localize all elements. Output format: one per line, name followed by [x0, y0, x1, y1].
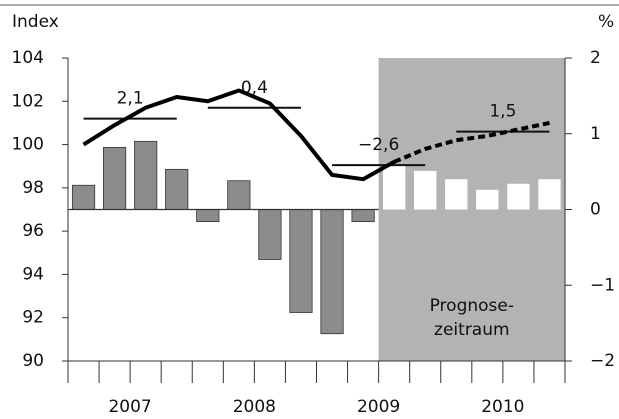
- bar: [71, 184, 96, 210]
- y2-tick-label: −2: [590, 351, 615, 371]
- annual-label: 2,1: [117, 89, 144, 109]
- annual-label: −2,6: [358, 135, 399, 155]
- y-tick-label: 102: [12, 91, 44, 111]
- bar: [289, 209, 313, 313]
- bar: [320, 209, 344, 335]
- x-group-label: 2008: [233, 397, 276, 417]
- bar: [134, 140, 158, 210]
- y2-tick-label: −1: [590, 275, 615, 295]
- line-series: [393, 120, 550, 164]
- y-tick-label: 94: [22, 264, 44, 284]
- x-group-label: 2009: [357, 397, 400, 417]
- bar: [538, 179, 561, 210]
- x-group-label: 2010: [481, 397, 524, 417]
- bar: [445, 179, 468, 210]
- bar: [165, 168, 189, 210]
- bar: [414, 170, 437, 210]
- bar: [476, 189, 499, 210]
- y-tick-label: 104: [12, 48, 44, 68]
- bar: [382, 165, 406, 210]
- y-tick-label: 90: [22, 351, 44, 371]
- bar: [103, 146, 127, 210]
- forecast-shade: [378, 58, 565, 361]
- bar: [351, 209, 375, 223]
- annotation: zeitraum: [434, 320, 510, 340]
- annotation: Prognose-: [430, 296, 514, 316]
- bar: [258, 209, 282, 260]
- bar: [507, 183, 530, 210]
- y-tick-label: 96: [22, 221, 44, 241]
- y2-tick-label: 0: [590, 200, 601, 220]
- annual-label: 1,5: [489, 102, 516, 122]
- y2-axis-title: %: [598, 12, 614, 32]
- y2-tick-label: 2: [590, 48, 601, 68]
- bar: [227, 180, 251, 210]
- y-tick-label: 98: [22, 178, 44, 198]
- x-group-label: 2007: [108, 397, 151, 417]
- y-axis-title: Index: [12, 12, 59, 32]
- bar: [196, 209, 220, 223]
- line-series: [82, 88, 396, 182]
- y-tick-label: 100: [12, 135, 44, 155]
- y2-tick-label: 1: [590, 124, 601, 144]
- y-tick-label: 92: [22, 308, 44, 328]
